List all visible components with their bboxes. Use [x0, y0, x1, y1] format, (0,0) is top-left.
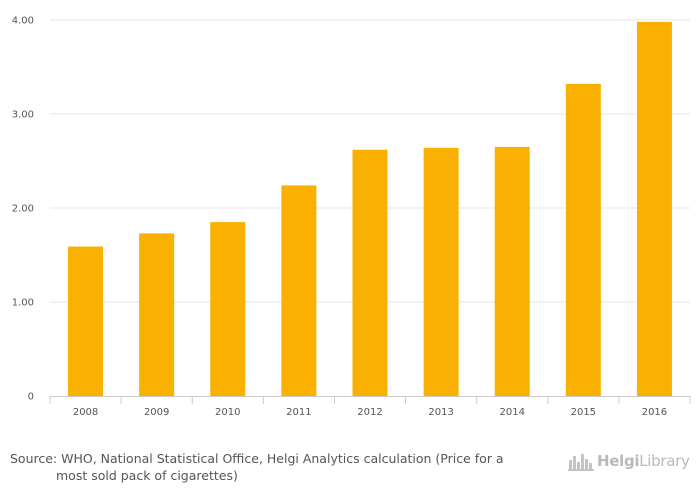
y-tick-label: 0 — [28, 392, 34, 403]
bar-2013 — [423, 147, 459, 396]
source-line-2: most sold pack of cigarettes) — [56, 468, 238, 483]
logo-text-bold: Helgi — [597, 452, 640, 470]
x-tick-label: 2010 — [215, 407, 240, 418]
x-tick-label: 2015 — [571, 407, 596, 418]
source-note: Source: WHO, National Statistical Office… — [10, 450, 550, 484]
logo-text-regular: Library — [639, 452, 690, 470]
x-tick-label: 2016 — [642, 407, 667, 418]
city-skyline-icon — [568, 454, 594, 471]
bar-2008 — [68, 246, 104, 396]
y-tick-label: 4.00 — [12, 16, 34, 27]
bar-2009 — [139, 233, 175, 396]
x-tick-label: 2011 — [286, 407, 311, 418]
bar-2014 — [494, 146, 530, 396]
bar-2012 — [352, 149, 388, 396]
x-tick-label: 2012 — [357, 407, 382, 418]
x-tick-label: 2014 — [499, 407, 524, 418]
bar-2011 — [281, 185, 317, 396]
bar-2015 — [565, 83, 601, 397]
x-tick-label: 2009 — [144, 407, 169, 418]
x-tick-label: 2013 — [428, 407, 453, 418]
x-axis: 2008 2009 2010 2011 2012 2013 2014 2015 2016 — [49, 396, 691, 418]
bars — [68, 21, 672, 397]
y-tick-label: 1.00 — [12, 298, 34, 309]
source-line-1: Source: WHO, National Statistical Office… — [10, 451, 504, 466]
y-tick-label: 2.00 — [12, 204, 34, 215]
helgi-library-logo: HelgiLibrary — [568, 450, 690, 472]
bar-2010 — [210, 222, 246, 396]
y-tick-label: 3.00 — [12, 110, 34, 121]
logo-text: HelgiLibrary — [597, 452, 690, 470]
bar-2016 — [636, 21, 672, 396]
y-axis: 0 1.00 2.00 3.00 4.00 — [12, 16, 34, 403]
x-tick-label: 2008 — [73, 407, 98, 418]
bar-chart: 01.002.003.004.00 2008 2009 2010 2011 2012 20… — [12, 16, 691, 418]
